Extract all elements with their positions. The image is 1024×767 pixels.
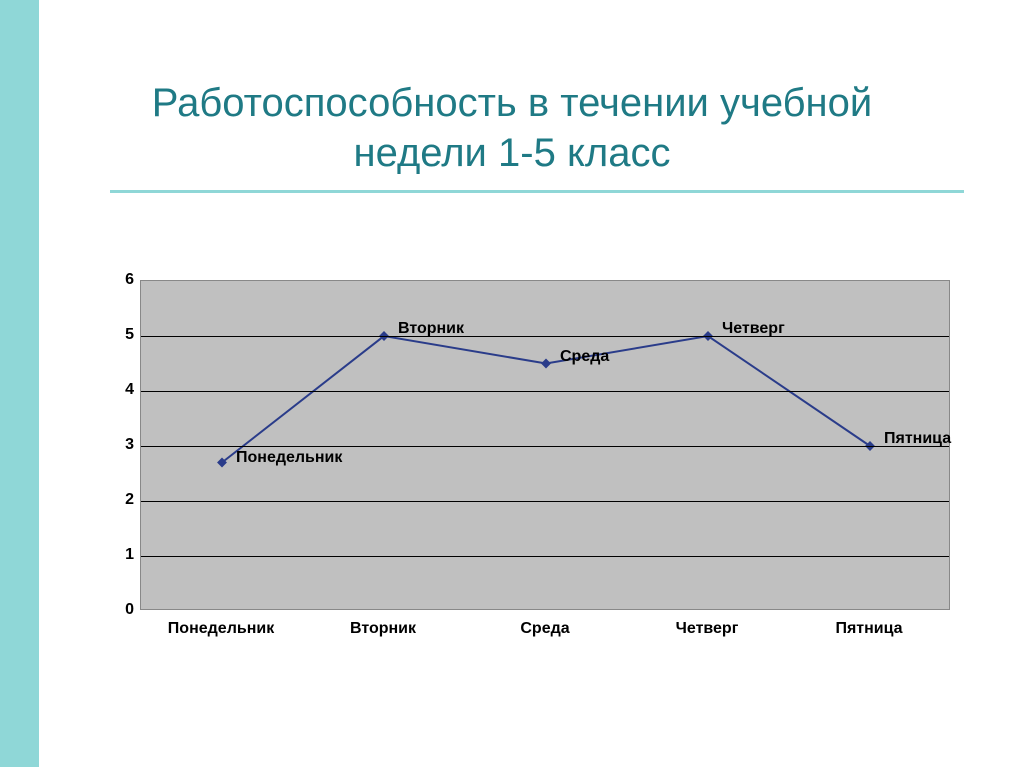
gridline: [141, 556, 949, 557]
gridline: [141, 446, 949, 447]
ytick: 2: [100, 491, 134, 509]
point-label: Понедельник: [236, 449, 342, 467]
title-line-1: Работоспособность в течении учебной: [152, 81, 872, 125]
point-label: Четверг: [722, 320, 785, 338]
ytick: 3: [100, 436, 134, 454]
ytick: 5: [100, 326, 134, 344]
gridline: [141, 391, 949, 392]
xtick: Среда: [520, 620, 569, 638]
point-label: Пятница: [884, 430, 951, 448]
point-label: Вторник: [398, 320, 464, 338]
ytick: 4: [100, 381, 134, 399]
slide-title: Работоспособность в течении учебной неде…: [0, 78, 1024, 178]
ytick: 6: [100, 271, 134, 289]
xtick: Вторник: [350, 620, 416, 638]
xtick: Пятница: [835, 620, 902, 638]
data-marker: [541, 359, 551, 369]
plot-area: Понедельник Вторник Среда Четверг Пятница: [140, 280, 950, 610]
title-line-2: недели 1-5 класс: [354, 131, 671, 175]
slide: Работоспособность в течении учебной неде…: [0, 0, 1024, 767]
ytick: 1: [100, 546, 134, 564]
gridline: [141, 501, 949, 502]
point-label: Среда: [560, 348, 609, 366]
ytick: 0: [100, 601, 134, 619]
xtick: Понедельник: [168, 620, 274, 638]
gridline: [141, 336, 949, 337]
title-underline: [110, 190, 964, 193]
xtick: Четверг: [676, 620, 739, 638]
chart: Понедельник Вторник Среда Четверг Пятница 0 1…: [100, 280, 950, 660]
